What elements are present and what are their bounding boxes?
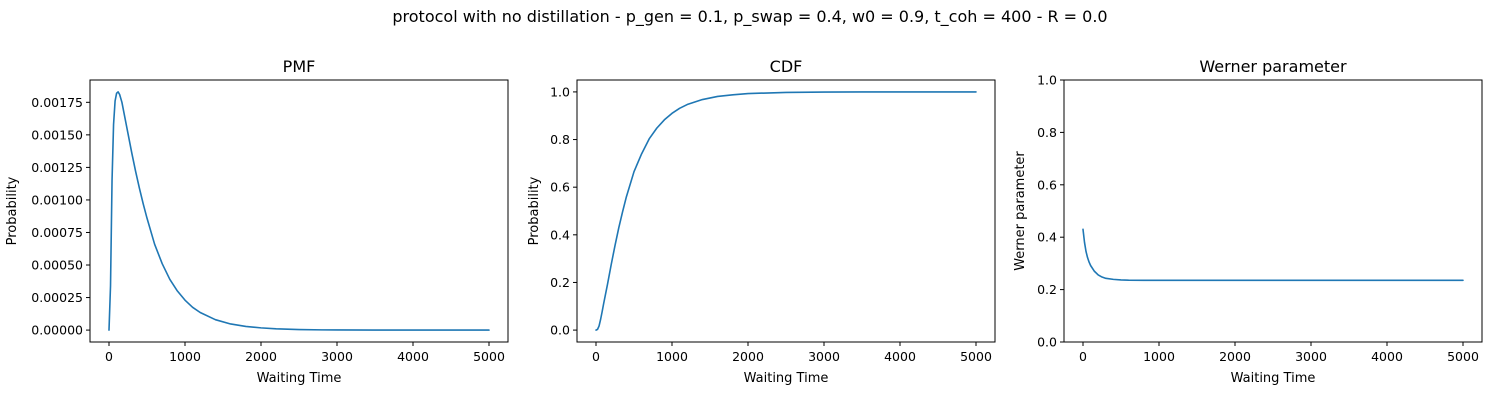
y-tick-label: 0.00075: [31, 225, 83, 240]
chart-title: Werner parameter: [1199, 57, 1347, 76]
plot-frame: [89, 79, 509, 343]
x-axis-label: Waiting Time: [1231, 371, 1316, 386]
x-tick-label: 3000: [808, 349, 840, 364]
x-tick-label: 4000: [884, 349, 916, 364]
chart-panel-2: Werner parameter 0 1000 2000 3000 4000 5000 0.0…: [1013, 57, 1483, 386]
y-tick-label: 1.0: [550, 84, 570, 99]
chart-panel-1: CDF 0 1000 2000 3000 4000 5000 0.0 0.2 0.4 0.6 0.8 1…: [527, 57, 996, 386]
chart-panel-0: PMF 0 1000 2000 3000 4000 5000 0.00000 0.00025 0.…: [5, 57, 509, 386]
y-tick-label: 0.00025: [31, 290, 83, 305]
x-tick-label: 5000: [473, 349, 505, 364]
x-tick-label: 5000: [960, 349, 992, 364]
x-tick-label: 0: [592, 349, 600, 364]
y-axis-label: Probability: [527, 176, 542, 245]
suptitle: protocol with no distillation - p_gen = …: [392, 7, 1107, 27]
y-tick-label: 0.0: [1037, 335, 1057, 350]
x-tick-label: 2000: [1219, 349, 1251, 364]
x-tick-label: 3000: [1295, 349, 1327, 364]
chart-title: CDF: [770, 57, 803, 76]
axes-group: PMF 0 1000 2000 3000 4000 5000 0.00000 0.00025 0.…: [5, 57, 1483, 386]
y-tick-label: 0.2: [550, 275, 570, 290]
y-tick-label: 0.2: [1037, 282, 1057, 297]
x-tick-label: 1000: [169, 349, 201, 364]
x-tick-label: 5000: [1447, 349, 1479, 364]
x-axis-label: Waiting Time: [744, 371, 829, 386]
y-tick-label: 0.00050: [31, 258, 83, 273]
x-tick-label: 0: [105, 349, 113, 364]
series-line-0: [108, 91, 490, 331]
y-tick-label: 0.0: [550, 323, 570, 338]
chart-title: PMF: [283, 57, 316, 76]
x-axis-label: Waiting Time: [257, 371, 342, 386]
y-tick-label: 0.8: [1037, 125, 1057, 140]
x-tick-label: 0: [1079, 349, 1087, 364]
y-tick-label: 1.0: [1037, 73, 1057, 88]
x-tick-label: 4000: [1371, 349, 1403, 364]
plot-frame: [576, 79, 996, 343]
plot-frame: [1063, 79, 1483, 343]
x-tick-label: 2000: [732, 349, 764, 364]
y-tick-label: 0.6: [1037, 177, 1057, 192]
x-tick-label: 1000: [656, 349, 688, 364]
y-axis-label: Werner parameter: [1013, 151, 1028, 271]
y-tick-label: 0.00000: [31, 323, 83, 338]
series-line-0: [1082, 228, 1464, 282]
x-tick-label: 2000: [245, 349, 277, 364]
series-line-0: [595, 91, 977, 331]
y-tick-label: 0.00100: [31, 192, 83, 207]
x-tick-label: 3000: [321, 349, 353, 364]
y-axis-label: Probability: [5, 176, 20, 245]
y-tick-label: 0.00125: [31, 160, 83, 175]
y-tick-label: 0.4: [1037, 230, 1057, 245]
y-tick-label: 0.4: [550, 227, 570, 242]
y-tick-label: 0.00175: [31, 95, 83, 110]
y-tick-label: 0.00150: [31, 127, 83, 142]
y-tick-label: 0.8: [550, 132, 570, 147]
x-tick-label: 4000: [397, 349, 429, 364]
y-tick-label: 0.6: [550, 180, 570, 195]
x-tick-label: 1000: [1143, 349, 1175, 364]
